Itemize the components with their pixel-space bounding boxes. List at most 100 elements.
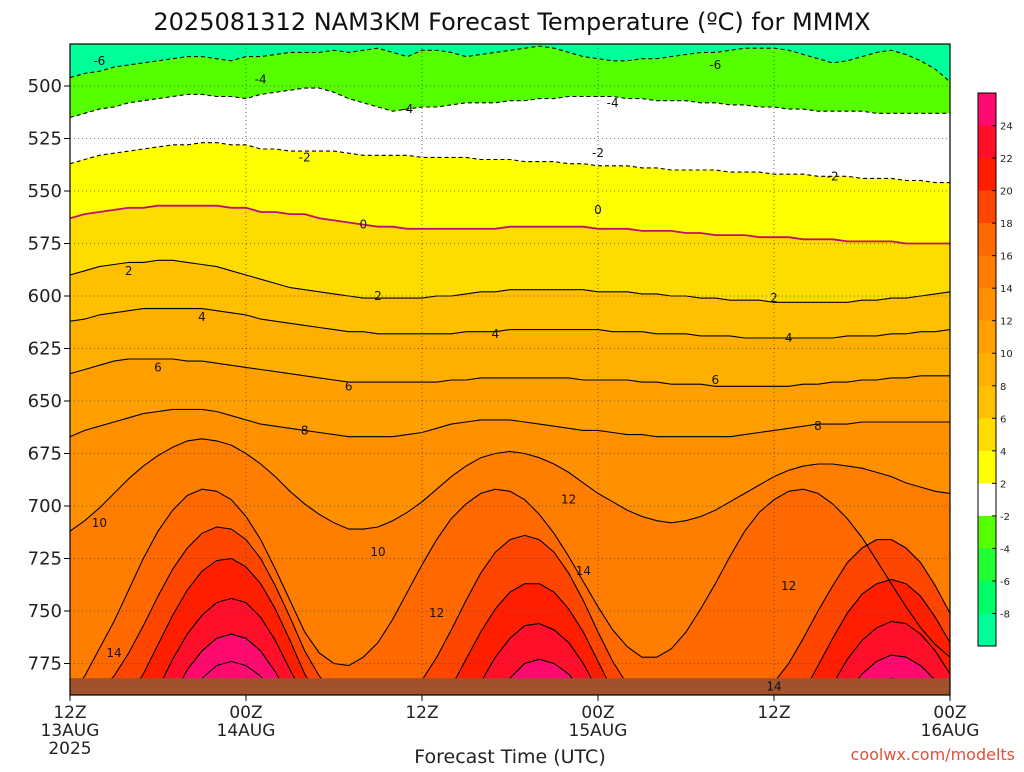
- colorbar-swatch: [978, 418, 996, 452]
- isotherm-18: [145, 597, 950, 695]
- colorbar-swatch: [978, 320, 996, 354]
- colorbar-label: 18: [1000, 219, 1013, 230]
- x-tick-label: 00Z: [581, 703, 614, 723]
- colorbar-label: -2: [1000, 512, 1010, 523]
- isotherm--4: [70, 87, 950, 119]
- colorbar-swatch: [978, 223, 996, 257]
- colorbar-label: 20: [1000, 187, 1013, 198]
- colorbar-swatch: [978, 580, 996, 614]
- contour-label: 8: [301, 423, 309, 437]
- y-tick-label: 500: [28, 76, 62, 97]
- colorbar-label: -4: [1000, 544, 1010, 555]
- colorbar-swatch: [978, 158, 996, 192]
- contour-label: 14: [106, 646, 121, 660]
- contour-label: 6: [345, 379, 353, 393]
- contour-label: -6: [709, 58, 721, 72]
- isotherm-12: [70, 488, 950, 695]
- y-tick-label: 650: [28, 391, 62, 412]
- x-tick-label: 00Z: [933, 703, 966, 723]
- x-tick-label: 12Z: [757, 703, 790, 723]
- colorbar-label: 8: [1000, 382, 1006, 393]
- contour-label: 4: [492, 327, 500, 341]
- contour-label: 12: [781, 579, 796, 593]
- colorbar-swatch: [978, 515, 996, 549]
- y-tick-label: 750: [28, 601, 62, 622]
- contour-label: -2: [299, 150, 311, 164]
- isotherm-8: [70, 408, 950, 438]
- credit-text: coolwx.com/modelts: [851, 745, 1015, 764]
- y-tick-label: 550: [28, 181, 62, 202]
- contour-label: 6: [712, 373, 720, 387]
- colorbar-label: 6: [1000, 414, 1006, 425]
- y-tick-label: 775: [28, 654, 62, 675]
- x-tick-date: 16AUG: [921, 721, 980, 741]
- y-tick-label: 675: [28, 444, 62, 465]
- colorbar-label: 22: [1000, 154, 1013, 165]
- contour-label: 2: [770, 291, 778, 305]
- contour-label: -2: [827, 169, 839, 183]
- contour-label: -2: [592, 146, 604, 160]
- plot-frame: [69, 43, 951, 696]
- x-axis-label: Forecast Time (UTC): [414, 746, 605, 768]
- contour-label: 4: [785, 331, 793, 345]
- y-tick-label: 600: [28, 286, 62, 307]
- contour-label: 2: [125, 264, 133, 278]
- colorbar-label: 16: [1000, 252, 1013, 263]
- colorbar-label: 10: [1000, 349, 1013, 360]
- colorbar-swatch: [978, 450, 996, 484]
- colorbar-swatch: [978, 93, 996, 127]
- temp-band-above-18: [146, 598, 950, 695]
- colorbar-label: 4: [1000, 447, 1006, 458]
- isotherm-14: [88, 526, 950, 695]
- x-tick-date: 14AUG: [217, 721, 276, 741]
- colorbar-label: 14: [1000, 284, 1013, 295]
- contour-label: 2: [374, 289, 382, 303]
- x-tick-date: 13AUG: [41, 721, 100, 741]
- contour-label: 12: [561, 493, 576, 507]
- chart-title: 2025081312 NAM3KM Forecast Temperature (…: [153, 8, 870, 36]
- colorbar-swatch: [978, 288, 996, 322]
- contour-label: -4: [401, 102, 413, 116]
- colorbar-swatch: [978, 353, 996, 387]
- contour-label: 6: [154, 360, 162, 374]
- contour-label: 0: [594, 203, 602, 217]
- isotherm-10: [70, 438, 950, 532]
- x-tick-year: 2025: [48, 739, 91, 759]
- contour-label: 4: [198, 310, 206, 324]
- y-tick-label: 575: [28, 234, 62, 255]
- colorbar-frame: [977, 92, 997, 647]
- colorbar-swatch: [978, 385, 996, 419]
- contour-label: 8: [814, 419, 822, 433]
- colorbar-label: -8: [1000, 609, 1010, 620]
- contour-label: 14: [766, 680, 781, 694]
- contour-label: -4: [607, 96, 619, 110]
- contour-label: -4: [255, 73, 267, 87]
- isotherm-4: [70, 308, 950, 339]
- contour-label: 12: [429, 606, 444, 620]
- y-tick-label: 625: [28, 339, 62, 360]
- colorbar-label: 2: [1000, 479, 1006, 490]
- contour-label: 10: [370, 545, 385, 559]
- y-tick-label: 525: [28, 129, 62, 150]
- colorbar-swatch: [978, 548, 996, 582]
- contour-label: 14: [576, 564, 591, 578]
- contour-label: 0: [360, 218, 368, 232]
- colorbar-swatch: [978, 255, 996, 289]
- contour-label: 10: [92, 516, 107, 530]
- isotherm--6: [70, 45, 950, 83]
- colorbar-swatch: [978, 190, 996, 224]
- isotherm-22: [188, 660, 933, 695]
- colorbar-swatch: [978, 613, 996, 647]
- x-tick-label: 00Z: [229, 703, 262, 723]
- colorbar-label: -6: [1000, 577, 1010, 588]
- colorbar-label: 24: [1000, 122, 1013, 133]
- colorbar-label: 12: [1000, 317, 1013, 328]
- y-tick-label: 725: [28, 549, 62, 570]
- isotherm-2: [70, 259, 950, 303]
- x-tick-date: 15AUG: [569, 721, 628, 741]
- ground-surface: [70, 678, 950, 695]
- colorbar-swatch: [978, 125, 996, 159]
- isotherm-6: [70, 358, 950, 387]
